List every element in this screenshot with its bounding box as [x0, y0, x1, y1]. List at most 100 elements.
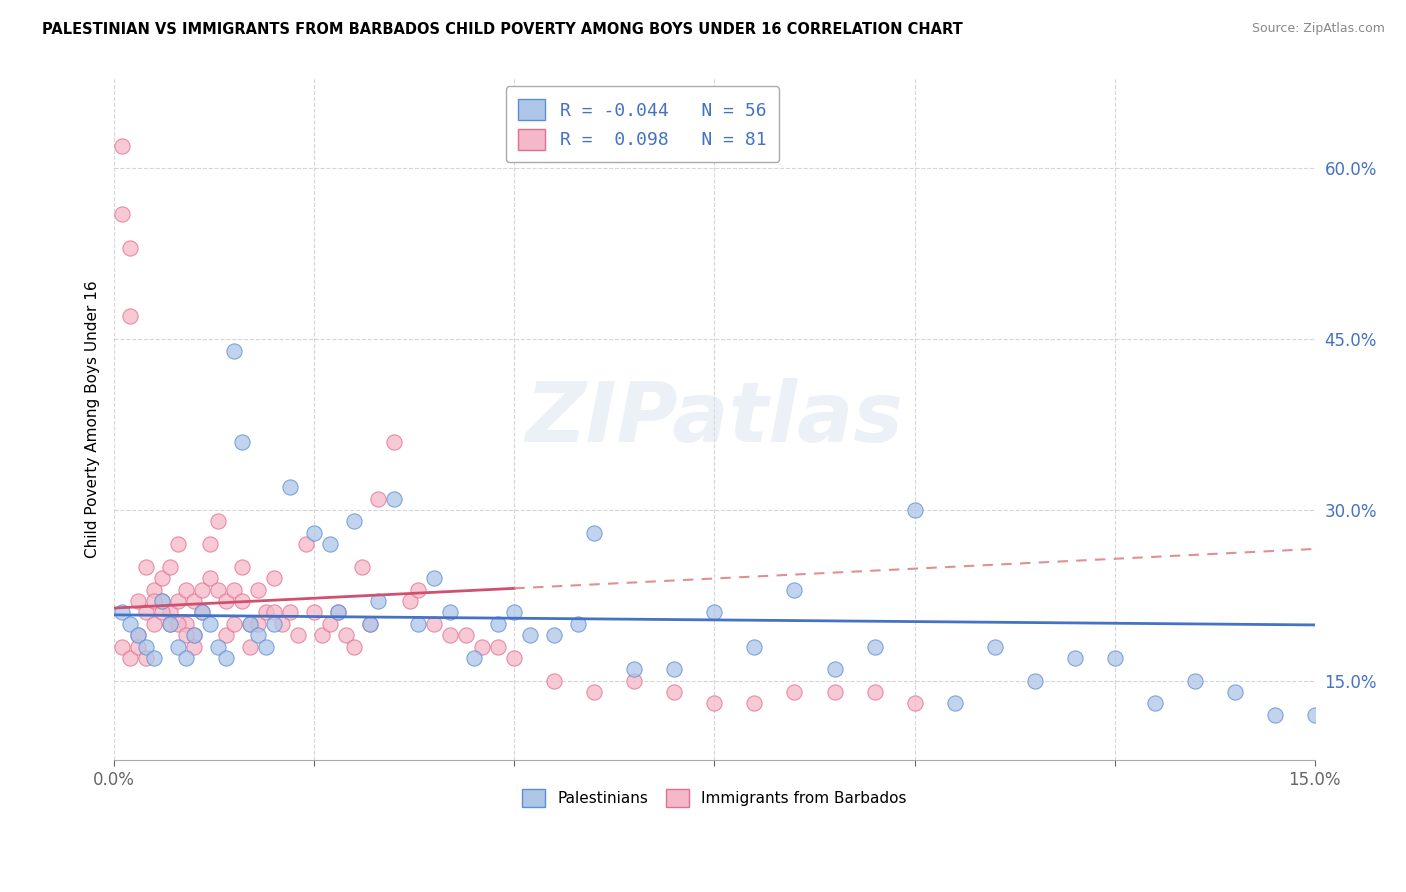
Point	[239, 616, 262, 631]
Point	[127, 594, 149, 608]
Point	[174, 616, 197, 631]
Point	[623, 662, 645, 676]
Point	[143, 582, 166, 597]
Point	[263, 606, 285, 620]
Point	[150, 571, 173, 585]
Point	[664, 685, 686, 699]
Point	[824, 662, 846, 676]
Point	[311, 628, 333, 642]
Text: PALESTINIAN VS IMMIGRANTS FROM BARBADOS CHILD POVERTY AMONG BOYS UNDER 16 CORREL: PALESTINIAN VS IMMIGRANTS FROM BARBADOS …	[42, 22, 963, 37]
Point	[247, 616, 270, 631]
Point	[486, 616, 509, 631]
Point	[463, 651, 485, 665]
Point	[127, 628, 149, 642]
Point	[159, 560, 181, 574]
Point	[200, 571, 222, 585]
Point	[543, 628, 565, 642]
Point	[135, 606, 157, 620]
Point	[903, 697, 925, 711]
Point	[183, 628, 205, 642]
Point	[1303, 707, 1326, 722]
Point	[231, 434, 253, 449]
Point	[583, 525, 606, 540]
Point	[224, 582, 246, 597]
Point	[343, 640, 366, 654]
Point	[863, 685, 886, 699]
Point	[295, 537, 318, 551]
Point	[111, 606, 134, 620]
Point	[135, 651, 157, 665]
Point	[143, 616, 166, 631]
Point	[127, 640, 149, 654]
Point	[304, 606, 326, 620]
Point	[1264, 707, 1286, 722]
Point	[111, 138, 134, 153]
Point	[367, 594, 389, 608]
Y-axis label: Child Poverty Among Boys Under 16: Child Poverty Among Boys Under 16	[86, 280, 100, 558]
Point	[783, 685, 806, 699]
Point	[183, 640, 205, 654]
Point	[231, 560, 253, 574]
Point	[863, 640, 886, 654]
Point	[408, 616, 430, 631]
Point	[304, 525, 326, 540]
Point	[703, 697, 725, 711]
Point	[328, 606, 350, 620]
Point	[983, 640, 1005, 654]
Point	[703, 606, 725, 620]
Point	[1143, 697, 1166, 711]
Text: ZIPatlas: ZIPatlas	[526, 378, 904, 459]
Point	[343, 514, 366, 528]
Point	[183, 594, 205, 608]
Point	[903, 503, 925, 517]
Point	[191, 582, 214, 597]
Point	[150, 606, 173, 620]
Point	[783, 582, 806, 597]
Point	[231, 594, 253, 608]
Point	[744, 697, 766, 711]
Text: Source: ZipAtlas.com: Source: ZipAtlas.com	[1251, 22, 1385, 36]
Point	[254, 606, 277, 620]
Point	[150, 594, 173, 608]
Point	[423, 571, 446, 585]
Point	[1184, 673, 1206, 688]
Point	[399, 594, 422, 608]
Point	[174, 651, 197, 665]
Point	[352, 560, 374, 574]
Point	[120, 616, 142, 631]
Point	[423, 616, 446, 631]
Point	[247, 628, 270, 642]
Point	[167, 594, 190, 608]
Legend: Palestinians, Immigrants from Barbados: Palestinians, Immigrants from Barbados	[515, 781, 914, 814]
Point	[247, 582, 270, 597]
Point	[239, 640, 262, 654]
Point	[143, 651, 166, 665]
Point	[278, 606, 301, 620]
Point	[207, 514, 229, 528]
Point	[120, 310, 142, 324]
Point	[567, 616, 589, 631]
Point	[1104, 651, 1126, 665]
Point	[174, 628, 197, 642]
Point	[456, 628, 478, 642]
Point	[150, 594, 173, 608]
Point	[167, 537, 190, 551]
Point	[263, 616, 285, 631]
Point	[215, 594, 238, 608]
Point	[239, 616, 262, 631]
Point	[1063, 651, 1085, 665]
Point	[824, 685, 846, 699]
Point	[439, 628, 461, 642]
Point	[143, 594, 166, 608]
Point	[583, 685, 606, 699]
Point	[503, 606, 526, 620]
Point	[207, 640, 229, 654]
Point	[127, 628, 149, 642]
Point	[439, 606, 461, 620]
Point	[191, 606, 214, 620]
Point	[1223, 685, 1246, 699]
Point	[359, 616, 381, 631]
Point	[254, 640, 277, 654]
Point	[744, 640, 766, 654]
Point	[200, 537, 222, 551]
